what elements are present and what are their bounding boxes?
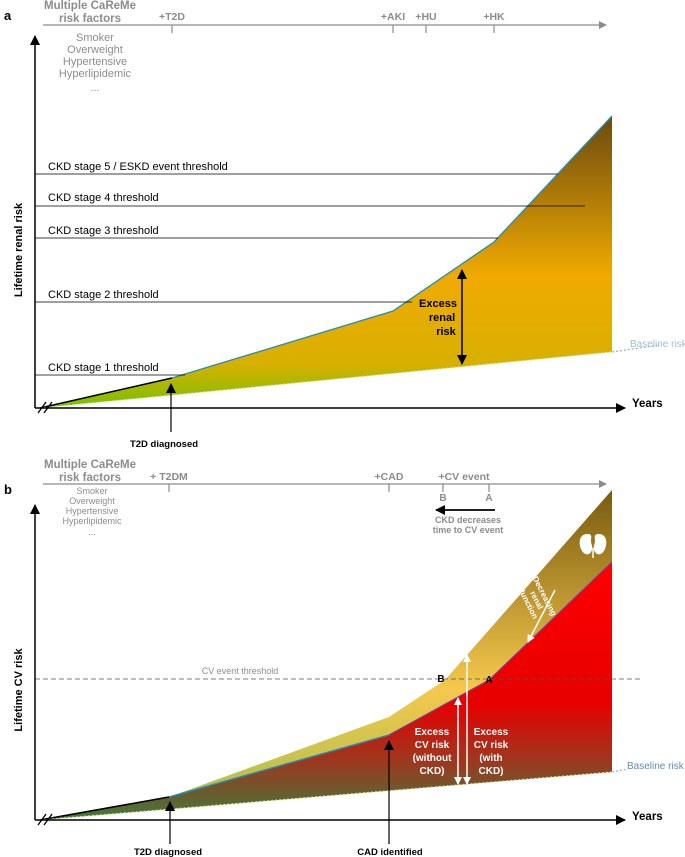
excess-label: risk <box>436 326 456 338</box>
panel-b-diagnosis-label: T2D diagnosed <box>134 847 202 857</box>
event-label: +HK <box>483 11 505 23</box>
ckd-note-1: CKD decreases <box>435 515 501 525</box>
risk-factor-item: Hypertensive <box>63 56 127 68</box>
excess-label: renal <box>429 312 455 324</box>
panel-a-diagnosis-label: T2D diagnosed <box>130 439 198 450</box>
threshold-label: CKD stage 3 threshold <box>48 225 159 237</box>
timeline-marker-a: A <box>485 493 492 504</box>
panel-b-risk-title-2: risk factors <box>59 472 121 484</box>
panel-a-thresholds: CKD stage 5 / ESKD event threshold CKD s… <box>35 161 585 376</box>
excess-text: (with <box>479 753 502 764</box>
decreasing-function-arrow <box>527 589 556 643</box>
excess-text: Excess <box>474 727 509 738</box>
threshold-label: CKD stage 1 threshold <box>48 362 159 374</box>
panel-b-risk-title-1: Multiple CaReMe <box>44 459 136 471</box>
event-label: +CV event <box>438 471 490 483</box>
excess-text: CKD) <box>420 766 445 777</box>
panel-a-baseline-label: Baseline risk <box>630 339 685 350</box>
timeline-marker-b: B <box>439 493 446 504</box>
event-label: +AKI <box>381 11 405 23</box>
panel-a-x-label: Years <box>632 398 663 410</box>
panel-a-risk-title-1: Multiple CaReMe <box>44 0 136 12</box>
excess-text: CKD) <box>479 766 504 777</box>
excess-text: CV risk <box>415 740 450 751</box>
risk-factor-item: Smoker <box>76 32 114 44</box>
panel-b-baseline-label: Baseline risk <box>627 761 685 772</box>
panel-a-letter: a <box>4 8 12 23</box>
panel-b-letter: b <box>4 482 12 497</box>
panel-b-y-label: Lifetime CV risk <box>13 648 25 732</box>
panel-a-y-label: Lifetime renal risk <box>13 202 25 297</box>
panel-b-risk-list: Smoker Overweight Hypertensive Hyperlipi… <box>62 486 122 537</box>
excess-without-label: Excess CV risk (without CKD) <box>413 727 453 777</box>
excess-text: Excess <box>415 727 450 738</box>
risk-factor-item: Smoker <box>76 486 107 496</box>
panel-a-events: +T2D +AKI +HU +HK <box>159 11 505 33</box>
cad-label: CAD identified <box>357 847 423 857</box>
event-label: + T2DM <box>150 471 188 483</box>
risk-factor-item: Hyperlipidemic <box>59 68 132 80</box>
panel-a-risk-list: Smoker Overweight Hypertensive Hyperlipi… <box>59 32 132 94</box>
risk-factor-item: Hyperlipidemic <box>62 516 122 526</box>
event-label: +CAD <box>375 471 404 483</box>
panel-a-risk-title-2: risk factors <box>59 13 121 25</box>
ckd-note-2: time to CV event <box>433 525 504 535</box>
event-label: +T2D <box>159 11 185 23</box>
excess-label: Excess <box>419 298 457 310</box>
threshold-label: CKD stage 4 threshold <box>48 192 159 204</box>
panel-a: a Multiple CaReMe risk factors Smoker Ov… <box>4 0 685 450</box>
risk-factor-item: Hypertensive <box>66 506 119 516</box>
risk-factor-item: Overweight <box>67 44 123 56</box>
threshold-label: CKD stage 5 / ESKD event threshold <box>48 161 228 173</box>
kidney-icon <box>579 534 607 558</box>
point-b-label: B <box>437 674 444 685</box>
risk-factor-item: ... <box>90 82 99 94</box>
risk-factor-item: Overweight <box>69 496 115 506</box>
point-a-label: A <box>485 675 492 686</box>
panel-b-x-label: Years <box>632 811 663 823</box>
panel-b: b Multiple CaReMe risk factors Smoker Ov… <box>4 459 685 857</box>
threshold-label: CKD stage 2 threshold <box>48 289 159 301</box>
excess-text: CV risk <box>474 740 509 751</box>
panel-b-events: + T2DM +CAD +CV event B A <box>150 471 492 504</box>
risk-factor-item: ... <box>88 527 96 537</box>
panel-b-axis-break <box>37 813 53 826</box>
event-label: +HU <box>415 11 436 23</box>
panel-a-renal-area <box>40 116 612 408</box>
panel-a-axis-break <box>37 401 53 414</box>
excess-with-label: Excess CV risk (with CKD) <box>474 727 509 777</box>
excess-text: (without <box>413 753 453 764</box>
cv-threshold-label: CV event threshold <box>202 666 279 676</box>
